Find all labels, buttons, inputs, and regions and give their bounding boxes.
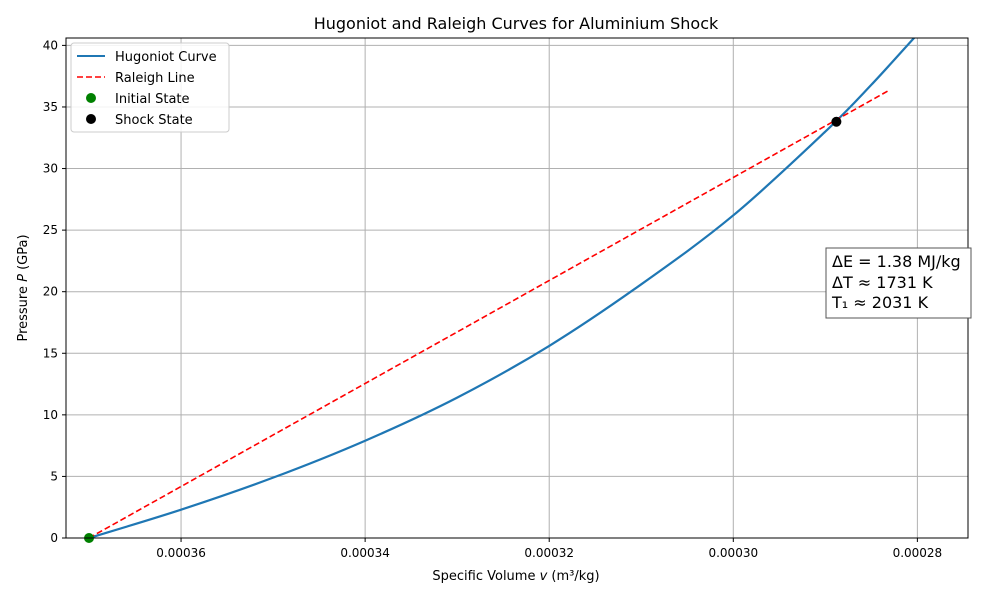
y-tick-label: 25 <box>43 223 58 237</box>
series-layer <box>88 38 916 538</box>
legend-marker-shock <box>86 114 96 124</box>
x-tick-label: 0.00030 <box>708 546 758 560</box>
y-tick-label: 5 <box>50 469 58 483</box>
legend-label-shock: Shock State <box>115 113 193 128</box>
legend-box <box>70 42 230 133</box>
x-tick-label: 0.00032 <box>524 546 574 560</box>
x-tick-label: 0.00036 <box>156 546 206 560</box>
annotation-t1: T₁ ≈ 2031 K <box>831 293 929 312</box>
y-tick-label: 20 <box>43 285 58 299</box>
y-tick-label: 30 <box>43 162 58 176</box>
x-axis-ticks: 0.00036 0.00034 0.00032 0.00030 0.00028 <box>156 538 942 560</box>
series-line-1 <box>88 90 889 538</box>
y-tick-label: 0 <box>50 531 58 545</box>
x-tick-label: 0.00028 <box>893 546 943 560</box>
legend: Hugoniot Curve Raleigh Line Initial Stat… <box>70 42 230 133</box>
chart-title: Hugoniot and Raleigh Curves for Aluminiu… <box>314 14 719 33</box>
annotation-box: ΔE = 1.38 MJ/kg ΔT ≈ 1731 K T₁ ≈ 2031 K <box>825 247 972 319</box>
y-tick-label: 40 <box>43 38 58 52</box>
y-tick-label: 10 <box>43 408 58 422</box>
plot-area <box>84 38 916 543</box>
x-axis-label: Specific Volume v (m³/kg) <box>432 569 599 584</box>
legend-label-raleigh: Raleigh Line <box>115 71 195 86</box>
data-point-1 <box>831 116 842 127</box>
legend-marker-initial <box>86 93 96 103</box>
annotation-delta-e: ΔE = 1.38 MJ/kg <box>832 252 961 271</box>
annotation-delta-t: ΔT ≈ 1731 K <box>832 273 933 292</box>
y-axis-label: Pressure P (GPa) <box>16 234 31 341</box>
y-tick-label: 15 <box>43 346 58 360</box>
annotation-frame <box>825 247 972 319</box>
series-line-0 <box>88 38 916 538</box>
legend-label-initial: Initial State <box>115 92 190 107</box>
y-tick-label: 35 <box>43 100 58 114</box>
x-tick-label: 0.00034 <box>340 546 390 560</box>
y-axis-ticks: 0 5 10 15 20 25 30 35 40 <box>43 38 66 545</box>
legend-label-hugoniot: Hugoniot Curve <box>115 50 217 65</box>
